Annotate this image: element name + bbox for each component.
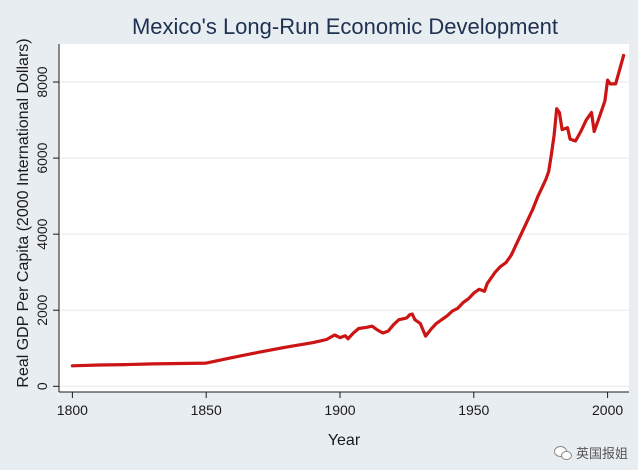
y-axis-label: Real GDP Per Capita (2000 International … <box>15 38 32 387</box>
chat-bubbles-icon <box>553 445 572 460</box>
watermark-text: 英国报姐 <box>575 446 628 461</box>
plot-area <box>59 44 629 392</box>
x-tick-label: 1850 <box>191 402 222 418</box>
series-line-gdp <box>70 53 626 368</box>
x-tick-label: 1950 <box>458 402 489 418</box>
x-ticks: 1800 1850 1900 1950 2000 <box>57 392 623 418</box>
x-axis-label: Year <box>328 432 361 449</box>
x-tick-label: 2000 <box>592 402 623 418</box>
series-layer <box>70 53 626 368</box>
chart-title: Mexico's Long-Run Economic Development <box>132 14 558 39</box>
y-tick-label: 4000 <box>34 218 50 249</box>
y-ticks: 0 2000 4000 6000 8000 <box>34 66 59 390</box>
y-tick-label: 2000 <box>34 294 50 325</box>
y-tick-label: 8000 <box>34 66 50 97</box>
y-tick-label: 0 <box>34 382 50 390</box>
grid-layer <box>59 81 629 387</box>
x-tick-label: 1900 <box>324 402 355 418</box>
watermark: 英国报姐 <box>553 443 628 462</box>
y-tick-label: 6000 <box>34 142 50 173</box>
x-tick-label: 1800 <box>57 402 88 418</box>
